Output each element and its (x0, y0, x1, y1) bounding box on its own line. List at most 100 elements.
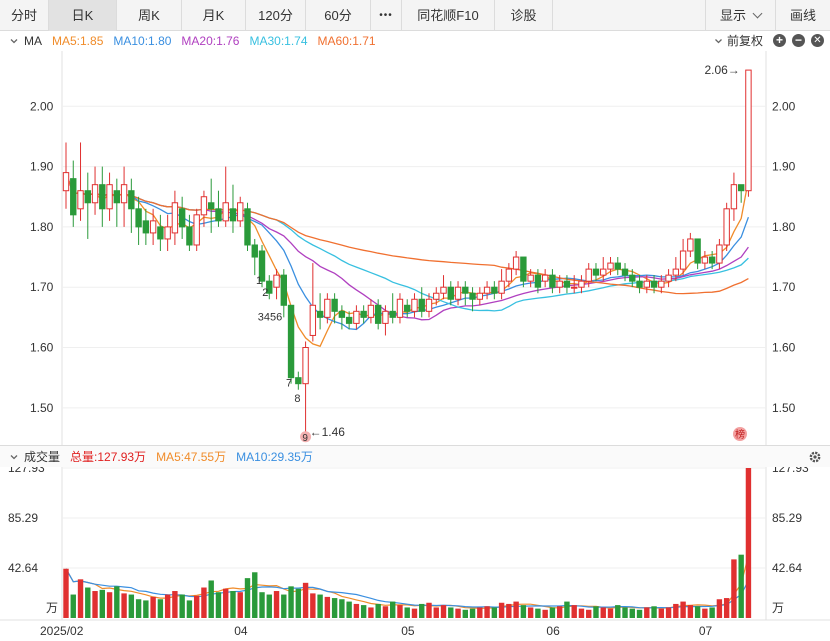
candle-body (309, 304, 317, 336)
candle-body (629, 274, 636, 282)
volume-bar (564, 601, 570, 618)
volume-bar (324, 596, 331, 618)
volume-bar (694, 606, 701, 618)
tab-monthly-k[interactable]: 月K (182, 0, 246, 31)
candle (563, 275, 571, 294)
ranking-badge-label: 榜 (735, 428, 745, 441)
volume-bar (491, 607, 498, 618)
price-axis-label-left: 1.60 (30, 341, 54, 355)
candle-body (91, 184, 99, 204)
candle (186, 214, 193, 252)
candle (650, 275, 658, 294)
candle-body (208, 202, 215, 210)
zoom-out-icon[interactable]: − (792, 34, 805, 47)
candle-body (745, 69, 752, 192)
candle-body (563, 280, 571, 288)
volume-ma10-label: MA10:29.35万 (236, 450, 313, 464)
date-axis-label: 05 (401, 624, 415, 638)
candle-body (672, 268, 680, 276)
candle-body (186, 226, 193, 246)
candle-body (200, 196, 208, 216)
candle-body (607, 262, 614, 270)
volume-bar (201, 587, 207, 618)
candle-body (251, 244, 258, 258)
candle (462, 281, 469, 306)
toolbar-separator (774, 0, 776, 31)
tab-intraday[interactable]: 分时 (0, 0, 49, 31)
candle-body (592, 268, 600, 276)
candle (70, 160, 77, 227)
candle (244, 202, 251, 252)
volume-bar (346, 601, 352, 618)
candle (469, 287, 476, 312)
candle-body (491, 286, 498, 294)
candle-body (643, 280, 650, 288)
price-axis-label-left: 1.80 (30, 220, 54, 234)
f10-button[interactable]: 同花顺F10 (402, 0, 495, 31)
volume-bar (498, 602, 505, 618)
volume-bar (317, 594, 323, 618)
volume-bar (397, 605, 403, 618)
candle (556, 275, 563, 294)
ma-controls: 前复权 + − ✕ (714, 32, 824, 49)
candle (687, 232, 694, 258)
candle-body (222, 202, 229, 222)
candle-body (425, 298, 433, 312)
volume-axis-label-right: 42.64 (772, 561, 802, 575)
candle-body (476, 292, 484, 300)
candle (723, 202, 730, 252)
volume-bar (331, 598, 338, 618)
candle-body (374, 304, 382, 324)
candle-body (679, 250, 687, 270)
candle (251, 238, 258, 276)
draw-line-button[interactable]: 画线 (789, 7, 816, 23)
candle (447, 281, 454, 306)
candle-body (614, 262, 621, 270)
candle-body (149, 220, 157, 234)
volume-axis-label-right: 85.29 (772, 511, 802, 525)
collapse-chevron-icon[interactable] (10, 453, 18, 461)
period-toolbar: 分时 日K 周K 月K 120分 60分 ••• 同花顺F10 诊股 显示 画线 (0, 0, 830, 31)
chevron-down-icon (752, 8, 763, 18)
candle (338, 305, 346, 330)
tab-daily-k[interactable]: 日K (49, 0, 117, 31)
price-adjust-dropdown[interactable]: 前复权 (726, 34, 763, 48)
volume-bar (702, 608, 708, 618)
collapse-chevron-icon[interactable] (10, 37, 18, 45)
stock-diagnosis-button[interactable]: 诊股 (495, 0, 553, 31)
volume-bar (709, 607, 715, 618)
adjust-chevron-icon[interactable] (714, 37, 723, 45)
more-periods-button[interactable]: ••• (371, 0, 402, 31)
volume-bar (469, 608, 476, 618)
volume-bar (607, 608, 614, 618)
volume-bar (353, 603, 360, 618)
candle-body (708, 256, 716, 264)
volume-bar (157, 599, 164, 618)
volume-unit-right: 万 (772, 601, 784, 615)
gear-icon[interactable] (808, 450, 822, 464)
volume-bar (723, 598, 730, 618)
close-icon[interactable]: ✕ (811, 34, 824, 47)
tab-60min[interactable]: 60分 (306, 0, 371, 31)
zoom-in-icon[interactable]: + (773, 34, 786, 47)
candle (527, 269, 534, 288)
volume-unit-left: 万 (46, 601, 58, 615)
tab-120min[interactable]: 120分 (246, 0, 306, 31)
ma10-label: MA10:1.80 (113, 34, 172, 48)
candle-body (556, 280, 563, 288)
candle-body (338, 310, 346, 318)
volume-bar (128, 594, 135, 618)
candle-body (99, 184, 106, 210)
candle (273, 269, 280, 300)
candle-body (621, 268, 629, 276)
candle-body (541, 274, 549, 282)
candle (99, 166, 106, 227)
display-dropdown[interactable]: 显示 (706, 0, 775, 31)
tab-weekly-k[interactable]: 周K (117, 0, 182, 31)
candle-body (687, 238, 694, 252)
candle (520, 256, 527, 288)
candle-body (113, 190, 121, 204)
volume-bar (571, 605, 577, 618)
volume-bar (281, 594, 287, 618)
